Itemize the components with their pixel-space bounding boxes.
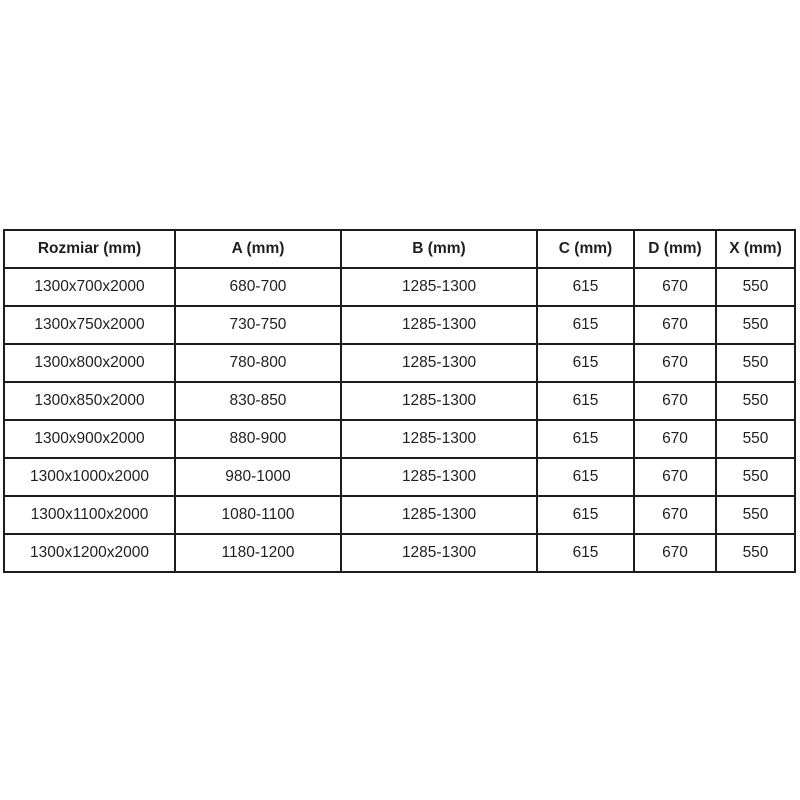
cell-c: 615 — [536, 305, 635, 345]
cell-c: 615 — [536, 419, 635, 459]
cell-rozmiar: 1300x1000x2000 — [3, 457, 176, 497]
column-header-rozmiar: Rozmiar (mm) — [3, 229, 176, 269]
column-header-a: A (mm) — [174, 229, 342, 269]
table-row: 1300x1200x2000 1180-1200 1285-1300 615 6… — [3, 533, 796, 573]
column-header-b: B (mm) — [340, 229, 538, 269]
cell-rozmiar: 1300x1200x2000 — [3, 533, 176, 573]
cell-b: 1285-1300 — [340, 533, 538, 573]
cell-x: 550 — [715, 457, 796, 497]
cell-c: 615 — [536, 267, 635, 307]
cell-c: 615 — [536, 533, 635, 573]
cell-rozmiar: 1300x1100x2000 — [3, 495, 176, 535]
cell-b: 1285-1300 — [340, 305, 538, 345]
cell-d: 670 — [633, 305, 717, 345]
column-header-d: D (mm) — [633, 229, 717, 269]
cell-a: 1180-1200 — [174, 533, 342, 573]
cell-d: 670 — [633, 457, 717, 497]
table-row: 1300x900x2000 880-900 1285-1300 615 670 … — [3, 419, 796, 459]
header-row: Rozmiar (mm) A (mm) B (mm) C (mm) D (mm)… — [3, 229, 796, 269]
cell-a: 680-700 — [174, 267, 342, 307]
cell-a: 1080-1100 — [174, 495, 342, 535]
cell-rozmiar: 1300x750x2000 — [3, 305, 176, 345]
cell-rozmiar: 1300x850x2000 — [3, 381, 176, 421]
cell-x: 550 — [715, 305, 796, 345]
cell-a: 880-900 — [174, 419, 342, 459]
cell-c: 615 — [536, 495, 635, 535]
cell-d: 670 — [633, 343, 717, 383]
column-header-c: C (mm) — [536, 229, 635, 269]
cell-c: 615 — [536, 457, 635, 497]
cell-b: 1285-1300 — [340, 495, 538, 535]
cell-x: 550 — [715, 381, 796, 421]
table-row: 1300x1000x2000 980-1000 1285-1300 615 67… — [3, 457, 796, 497]
cell-b: 1285-1300 — [340, 419, 538, 459]
cell-d: 670 — [633, 381, 717, 421]
size-spec-table: Rozmiar (mm) A (mm) B (mm) C (mm) D (mm)… — [3, 229, 796, 573]
cell-c: 615 — [536, 381, 635, 421]
cell-a: 730-750 — [174, 305, 342, 345]
cell-rozmiar: 1300x800x2000 — [3, 343, 176, 383]
cell-c: 615 — [536, 343, 635, 383]
table-row: 1300x1100x2000 1080-1100 1285-1300 615 6… — [3, 495, 796, 535]
cell-x: 550 — [715, 267, 796, 307]
cell-b: 1285-1300 — [340, 267, 538, 307]
table-row: 1300x750x2000 730-750 1285-1300 615 670 … — [3, 305, 796, 345]
table-row: 1300x800x2000 780-800 1285-1300 615 670 … — [3, 343, 796, 383]
cell-d: 670 — [633, 267, 717, 307]
cell-a: 830-850 — [174, 381, 342, 421]
cell-b: 1285-1300 — [340, 343, 538, 383]
cell-d: 670 — [633, 419, 717, 459]
cell-d: 670 — [633, 495, 717, 535]
column-header-x: X (mm) — [715, 229, 796, 269]
cell-x: 550 — [715, 343, 796, 383]
table-row: 1300x700x2000 680-700 1285-1300 615 670 … — [3, 267, 796, 307]
cell-b: 1285-1300 — [340, 457, 538, 497]
cell-x: 550 — [715, 533, 796, 573]
cell-b: 1285-1300 — [340, 381, 538, 421]
table-row: 1300x850x2000 830-850 1285-1300 615 670 … — [3, 381, 796, 421]
cell-d: 670 — [633, 533, 717, 573]
cell-a: 980-1000 — [174, 457, 342, 497]
cell-rozmiar: 1300x900x2000 — [3, 419, 176, 459]
cell-x: 550 — [715, 419, 796, 459]
cell-rozmiar: 1300x700x2000 — [3, 267, 176, 307]
cell-x: 550 — [715, 495, 796, 535]
cell-a: 780-800 — [174, 343, 342, 383]
